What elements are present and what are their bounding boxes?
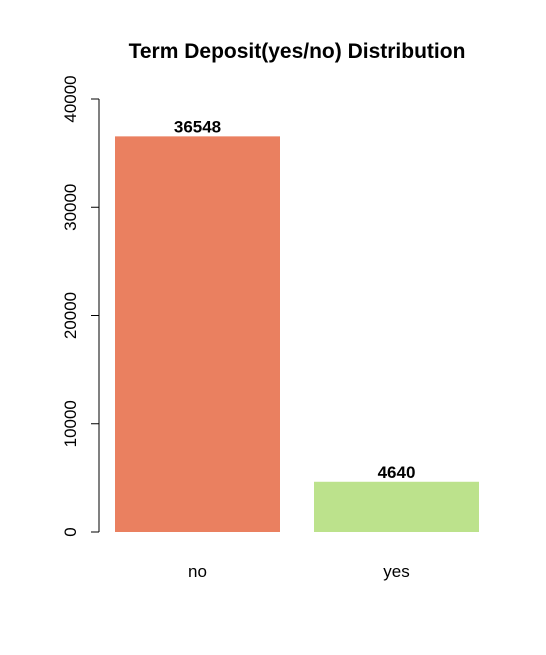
x-tick-label-yes: yes [383, 562, 409, 581]
bar-no [115, 136, 280, 532]
data-label-yes: 4640 [378, 463, 416, 482]
y-tick-label: 20000 [61, 292, 80, 339]
x-axis-labels: no yes [188, 562, 410, 581]
y-tick-label: 40000 [61, 75, 80, 122]
y-tick-label: 30000 [61, 184, 80, 231]
chart-title: Term Deposit(yes/no) Distribution [129, 40, 466, 63]
x-tick-label-no: no [188, 562, 207, 581]
y-tick-label: 0 [61, 527, 80, 536]
y-tick-label: 10000 [61, 400, 80, 447]
data-label-no: 36548 [174, 117, 221, 136]
bar-yes [314, 481, 479, 532]
y-axis: 0 10000 20000 30000 40000 [61, 75, 100, 537]
bars-group: 36548 4640 [115, 117, 479, 532]
